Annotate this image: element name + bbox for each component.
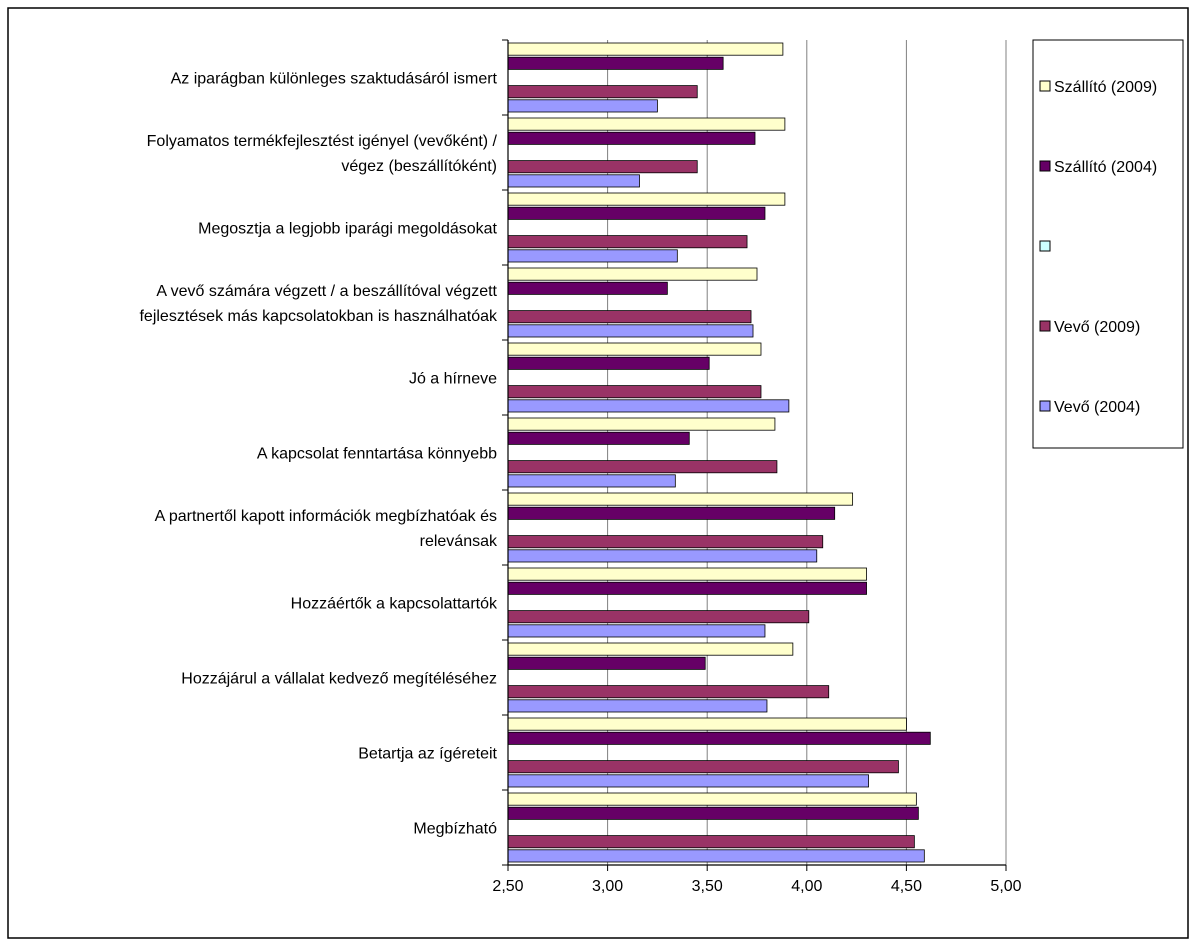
x-tick-label: 2,50	[492, 878, 523, 895]
bar	[507, 535, 824, 549]
bar	[507, 581, 867, 595]
legend-swatch	[1039, 160, 1051, 172]
bar	[507, 760, 899, 774]
legend-label: Vevő (2009)	[1054, 319, 1140, 336]
legend-label: Vevő (2004)	[1054, 399, 1140, 416]
bar	[507, 310, 752, 324]
x-tick-label: 4,00	[791, 878, 822, 895]
bar	[507, 624, 766, 638]
legend-box	[1032, 39, 1184, 449]
legend-swatch	[1039, 400, 1051, 412]
bar	[507, 42, 784, 56]
bar	[507, 235, 748, 249]
x-tick-label: 3,00	[592, 878, 623, 895]
bar	[507, 792, 917, 806]
bar	[507, 160, 698, 174]
bar	[507, 549, 818, 563]
bar	[507, 717, 907, 731]
y-tick-label: Megosztja a legjobb iparági megoldásokat	[198, 221, 497, 238]
bar	[507, 174, 640, 188]
y-tick-label: Betartja az ígéreteit	[358, 746, 497, 763]
legend-label: Szállító (2009)	[1054, 79, 1157, 96]
bar	[507, 685, 830, 699]
legend-swatch	[1039, 320, 1051, 332]
bar	[507, 192, 786, 206]
bar	[507, 567, 867, 581]
legend-swatch	[1039, 80, 1051, 92]
bar	[507, 281, 668, 295]
bar	[507, 324, 754, 338]
x-tick-label: 5,00	[990, 878, 1021, 895]
y-tick-label: A kapcsolat fenntartása könnyebb	[257, 446, 497, 463]
legend-swatch	[1039, 240, 1051, 252]
bar	[507, 806, 919, 820]
bar	[507, 474, 676, 488]
bar	[507, 85, 698, 99]
bar	[507, 342, 762, 356]
bar	[507, 610, 810, 624]
x-tick-label: 4,50	[891, 878, 922, 895]
bar	[507, 249, 678, 263]
bar	[507, 117, 786, 131]
x-tick-label: 3,50	[692, 878, 723, 895]
bar	[507, 399, 790, 413]
bar	[507, 835, 915, 849]
bar	[507, 699, 768, 713]
bar	[507, 492, 854, 506]
y-tick-label: Hozzáértők a kapcsolattartók	[291, 596, 498, 613]
bar	[507, 131, 756, 145]
bar	[507, 642, 794, 656]
bar	[507, 385, 762, 399]
y-tick-label: Megbízható	[413, 821, 497, 838]
bar	[507, 99, 658, 113]
bar	[507, 431, 690, 445]
bar	[507, 506, 836, 520]
bar	[507, 56, 724, 70]
bar	[507, 731, 931, 745]
y-tick-label: A partnertől kapott információk megbízha…	[155, 508, 498, 550]
y-tick-label: Az iparágban különleges szaktudásáról is…	[171, 71, 498, 88]
bar	[507, 206, 766, 220]
bar	[507, 774, 869, 788]
bar	[507, 417, 776, 431]
bar	[507, 460, 778, 474]
legend-label: Szállító (2004)	[1054, 159, 1157, 176]
bar	[507, 656, 706, 670]
bar	[507, 267, 758, 281]
y-tick-label: Folyamatos termékfejlesztést igényel (ve…	[147, 133, 498, 175]
y-tick-label: Hozzájárul a vállalat kedvező megítélésé…	[181, 671, 497, 688]
bar	[507, 849, 925, 863]
bar	[507, 356, 710, 370]
y-tick-label: Jó a hírneve	[409, 371, 497, 388]
y-tick-label: A vevő számára végzett / a beszállítóval…	[139, 283, 498, 325]
